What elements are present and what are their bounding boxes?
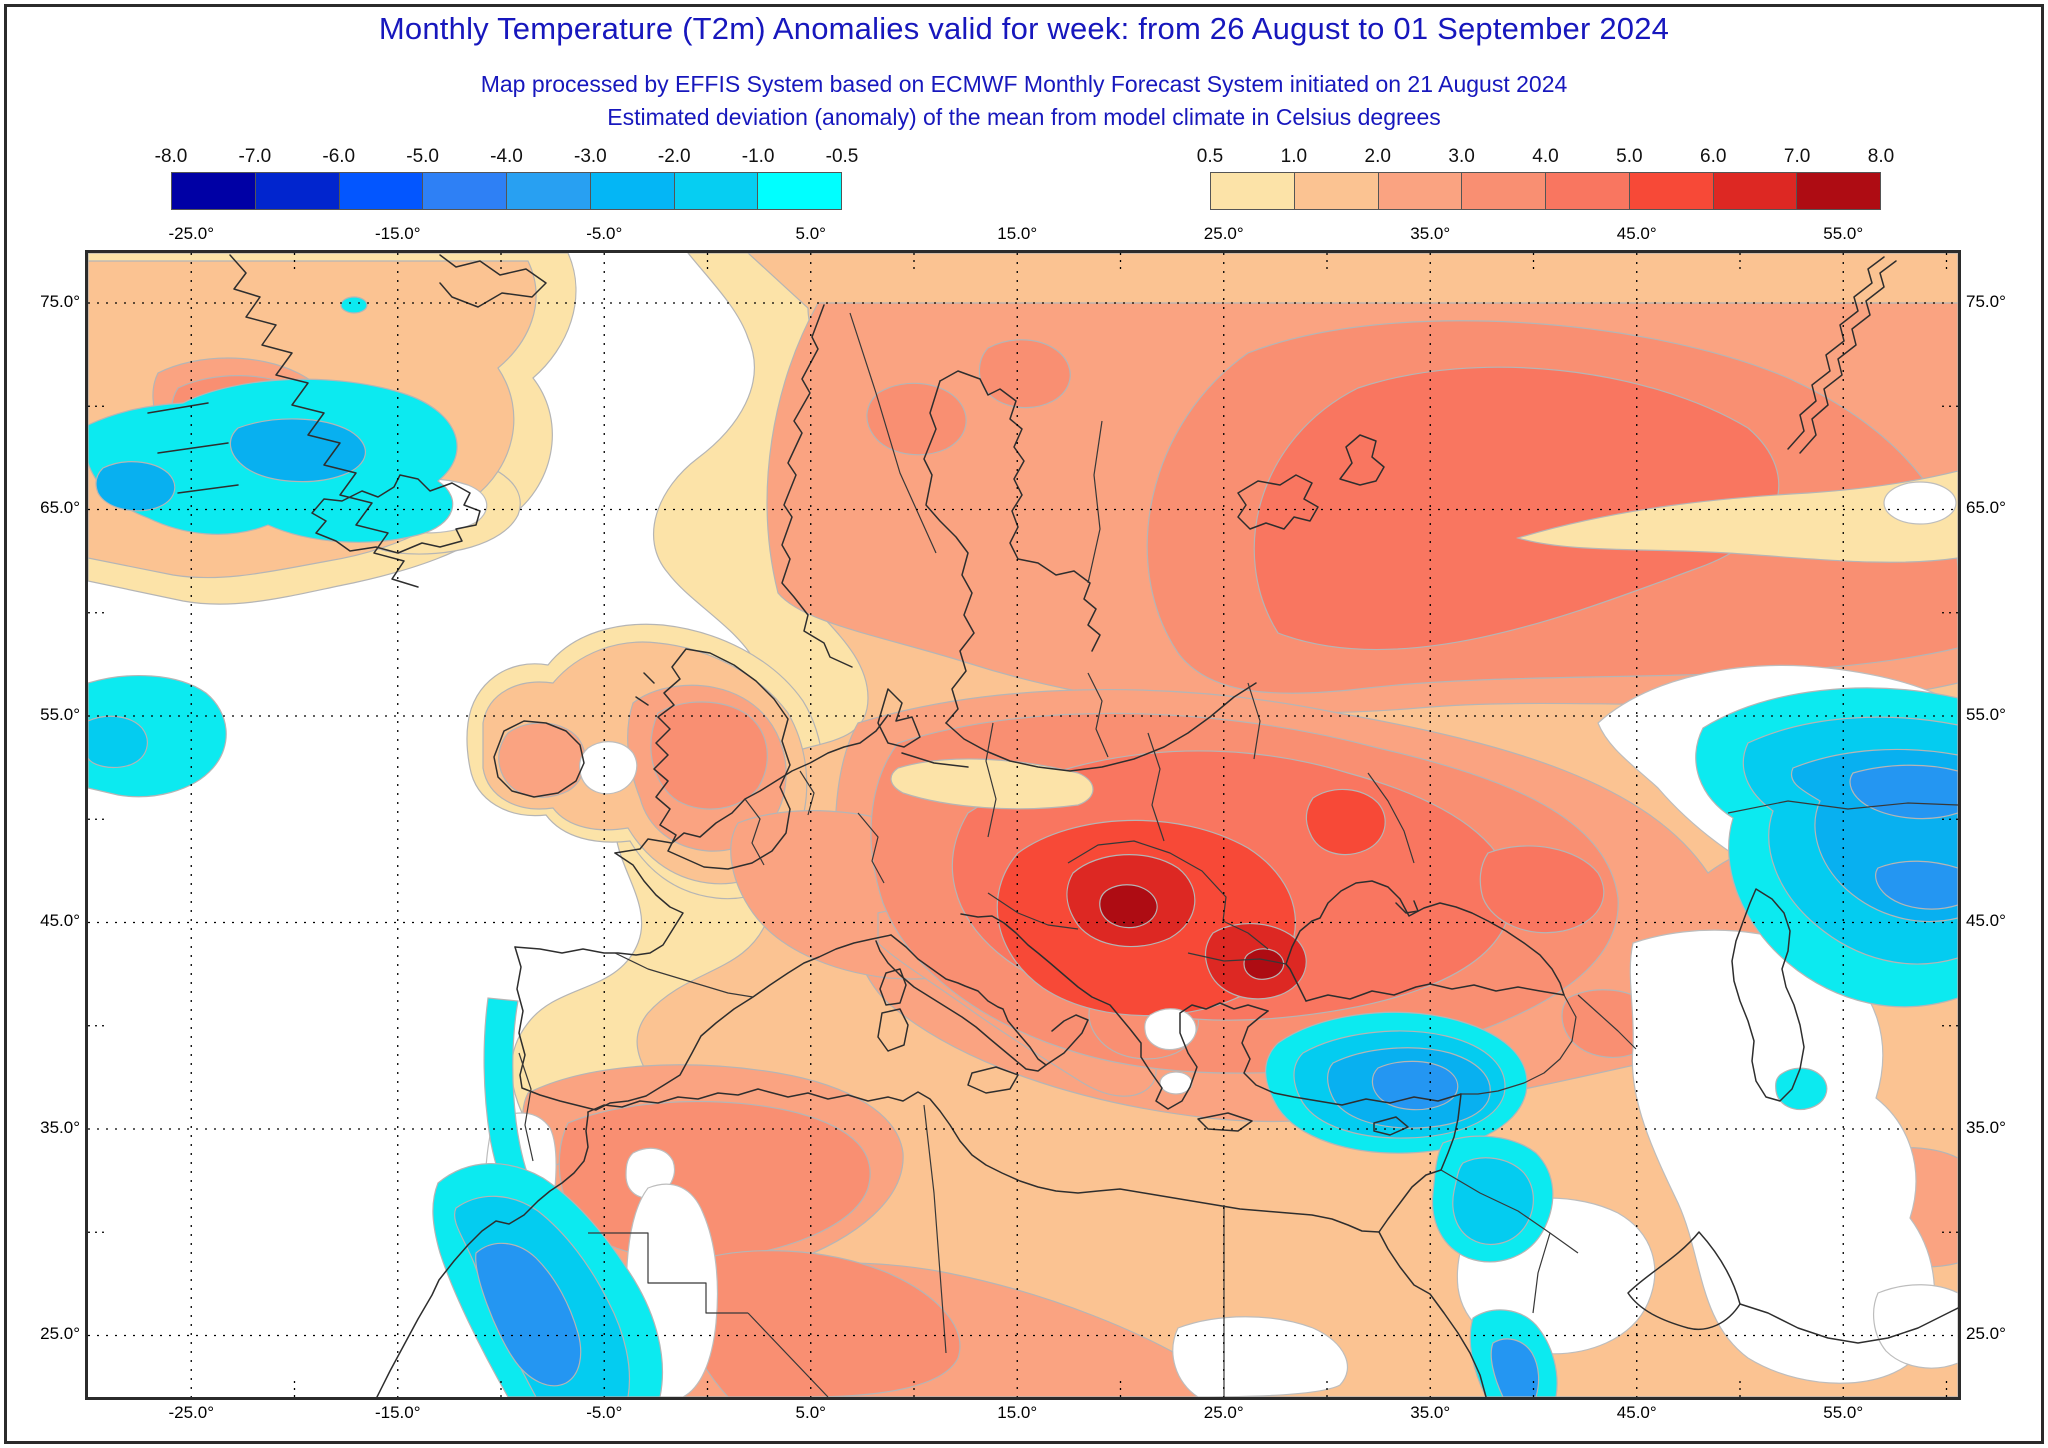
page-title: Monthly Temperature (T2m) Anomalies vali… bbox=[378, 11, 1670, 46]
legend-boundary-label: -3.0 bbox=[574, 146, 607, 167]
legend-boundary-label: -7.0 bbox=[238, 146, 272, 167]
axis-label: 35.0° bbox=[40, 1117, 80, 1137]
subtitle-units: Estimated deviation (anomaly) of the mea… bbox=[607, 104, 1441, 130]
axis-label: -15.0° bbox=[374, 224, 421, 243]
axis-label: 65.0° bbox=[1966, 498, 2006, 518]
grid-lines bbox=[88, 253, 1958, 1397]
legend-boundary-label: -2.0 bbox=[657, 146, 691, 167]
axis-label: -5.0° bbox=[586, 1403, 623, 1422]
axis-label: 5.0° bbox=[795, 1403, 826, 1422]
legend-boundary-label: -1.0 bbox=[741, 146, 775, 167]
axis-label: 55.0° bbox=[1823, 224, 1864, 243]
axis-label: 15.0° bbox=[997, 1403, 1038, 1422]
axis-label: 45.0° bbox=[1616, 224, 1657, 243]
legend-color-cell bbox=[1294, 173, 1379, 209]
legend-boundary-label: -0.5 bbox=[825, 146, 859, 167]
axis-label: 45.0° bbox=[1616, 1403, 1657, 1422]
axis-label: 25.0° bbox=[1203, 224, 1244, 243]
axis-label: 5.0° bbox=[795, 224, 826, 243]
legend-color-cell bbox=[339, 173, 424, 209]
cold-spot-ne-greenland bbox=[340, 296, 368, 314]
legend-color-cell bbox=[1462, 173, 1546, 209]
legend-negative: -8.0 -7.0 -6.0 -5.0 -4.0 -3.0 -2.0 -1.0 -0.5 bbox=[155, 146, 859, 212]
axis-label: -5.0° bbox=[586, 224, 623, 243]
country-borders bbox=[518, 312, 1959, 1398]
axis-label: 35.0° bbox=[1410, 1403, 1451, 1422]
legend-boundary-label: 6.0 bbox=[1700, 146, 1727, 167]
legend-boundary-label: 4.0 bbox=[1532, 146, 1559, 167]
axis-label: 35.0° bbox=[1410, 224, 1451, 243]
axis-label: 45.0° bbox=[40, 911, 80, 931]
coastlines bbox=[147, 254, 1959, 1398]
legend-color-cell bbox=[1713, 173, 1798, 209]
legend-color-cell bbox=[674, 173, 759, 209]
legend-boundary-label: 1.0 bbox=[1280, 146, 1308, 167]
legend-color-cell bbox=[1546, 173, 1630, 209]
subtitle-processing: Map processed by EFFIS System based on E… bbox=[480, 71, 1568, 97]
axis-label: -25.0° bbox=[168, 224, 215, 243]
anomaly-map-canvas bbox=[87, 252, 1959, 1398]
axis-label: 35.0° bbox=[1966, 1117, 2006, 1137]
legend-color-cell bbox=[507, 173, 591, 209]
legend-color-cell bbox=[1378, 173, 1463, 209]
axis-label: 25.0° bbox=[1203, 1403, 1244, 1422]
axis-label: 55.0° bbox=[40, 704, 80, 724]
legend-negative-colorbar bbox=[171, 172, 842, 210]
axis-label: 75.0° bbox=[40, 291, 80, 311]
cold-anomaly-regions bbox=[87, 296, 1959, 1398]
map-frame bbox=[85, 250, 1961, 1400]
legend-boundary-label: -6.0 bbox=[322, 146, 356, 167]
legend-color-cell bbox=[758, 173, 841, 209]
axis-label: 55.0° bbox=[1823, 1403, 1864, 1422]
legend-boundary-label: 3.0 bbox=[1448, 146, 1475, 167]
legend-color-cell bbox=[172, 173, 256, 209]
legend-boundary-label: 8.0 bbox=[1867, 146, 1895, 167]
legend-positive-colorbar bbox=[1210, 172, 1881, 210]
axis-label: 15.0° bbox=[997, 224, 1038, 243]
legend-positive-labels: 0.5 1.0 2.0 3.0 4.0 5.0 6.0 7.0 8.0 bbox=[1197, 146, 1894, 170]
legend-color-cell bbox=[590, 173, 675, 209]
legend-boundary-label: 0.5 bbox=[1196, 146, 1224, 167]
legend-negative-labels: -8.0 -7.0 -6.0 -5.0 -4.0 -3.0 -2.0 -1.0 -0.5 bbox=[155, 146, 859, 170]
legend-boundary-label: 7.0 bbox=[1783, 146, 1811, 167]
axis-label: -25.0° bbox=[168, 1403, 215, 1422]
legend-boundary-label: 5.0 bbox=[1616, 146, 1643, 167]
legend-boundary-label: -4.0 bbox=[490, 146, 523, 167]
axis-label: 25.0° bbox=[1966, 1324, 2006, 1344]
legend-boundary-label: -5.0 bbox=[406, 146, 439, 167]
legend-color-cell bbox=[1629, 173, 1714, 209]
legend-boundary-label: 2.0 bbox=[1364, 146, 1391, 167]
legend-color-cell bbox=[1797, 173, 1880, 209]
axis-label: 55.0° bbox=[1966, 704, 2006, 724]
legend-color-cell bbox=[255, 173, 340, 209]
axis-label: 45.0° bbox=[1966, 911, 2006, 931]
axis-label: 75.0° bbox=[1966, 291, 2006, 311]
legend-positive: 0.5 1.0 2.0 3.0 4.0 5.0 6.0 7.0 8.0 bbox=[1197, 146, 1894, 212]
legend-color-cell bbox=[1211, 173, 1295, 209]
legend-boundary-label: -8.0 bbox=[154, 146, 188, 167]
axis-label: 25.0° bbox=[40, 1324, 80, 1344]
axis-label: -15.0° bbox=[374, 1403, 421, 1422]
legend-color-cell bbox=[423, 173, 507, 209]
axis-label: 65.0° bbox=[40, 498, 80, 518]
